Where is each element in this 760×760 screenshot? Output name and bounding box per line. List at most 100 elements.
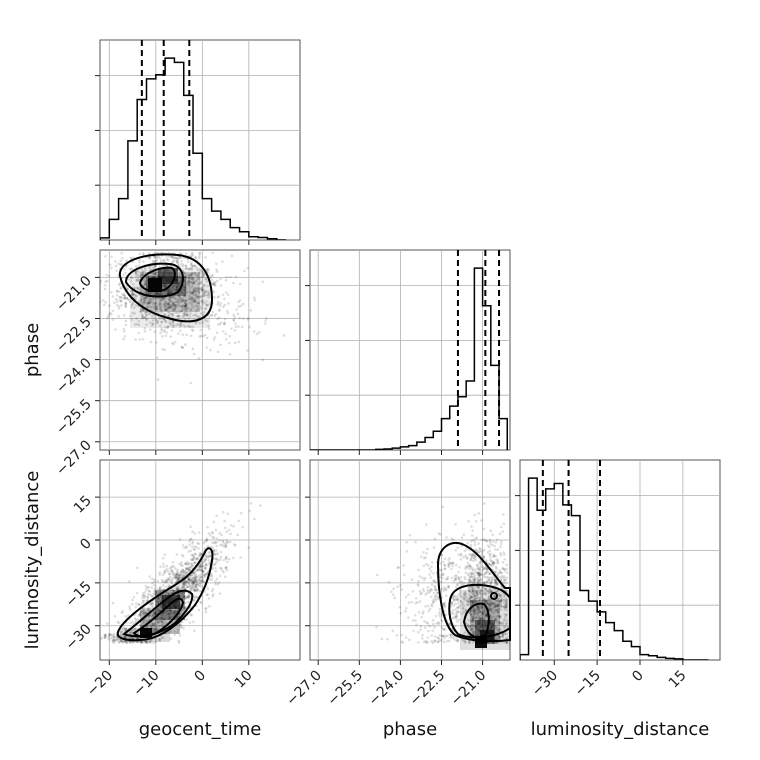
scatter-point [189,277,193,280]
scatter-point [161,284,165,287]
scatter-point [159,306,163,309]
scatter-point [453,578,457,582]
scatter-point [452,538,455,541]
scatter-point [113,638,117,642]
scatter-point [184,583,188,586]
scatter-point [197,282,200,286]
tick-label-geocent-time-x: −10 [130,668,162,700]
scatter-point [448,622,451,625]
scatter-point [459,600,462,603]
scatter-point [223,542,227,546]
scatter-point [476,579,480,583]
scatter-point [190,263,193,267]
scatter-point [150,324,154,327]
scatter-point [470,599,473,603]
scatter-point [468,628,471,631]
scatter-point [489,563,492,566]
scatter-point [192,571,196,575]
scatter-point [191,254,195,257]
scatter-point [498,594,502,598]
scatter-point [152,592,156,595]
scatter-point [505,582,508,585]
scatter-point [443,567,447,571]
scatter-point [145,276,148,279]
scatter-point [478,573,482,577]
scatter-point [205,554,208,558]
scatter-point [207,554,211,558]
scatter-point [184,587,188,591]
scatter-point [149,602,152,606]
scatter-point [474,568,477,571]
scatter-point [184,605,188,609]
scatter-point [182,582,186,585]
scatter-point [175,285,179,289]
scatter-point [404,636,408,639]
scatter-point [161,624,165,628]
scatter-point [492,594,496,597]
scatter-point [425,523,428,526]
tick-label-phase-x: −27.0 [283,668,325,710]
scatter-point [167,612,171,616]
contour-outer-geocent-distance [116,547,214,642]
scatter-point [194,573,198,577]
scatter-point [114,639,118,642]
scatter-point [456,598,459,602]
scatter-point [215,262,218,266]
scatter-point [199,334,203,338]
scatter-point [201,569,205,573]
scatter-point [218,316,221,320]
scatter-point [162,618,166,621]
scatter-point [453,595,457,598]
scatter-point [157,597,161,601]
scatter-point [470,534,474,537]
scatter-point [499,605,503,609]
scatter-point [155,321,159,325]
scatter-point [433,639,437,643]
scatter-point [183,583,187,586]
scatter-point [157,596,160,600]
scatter-point [440,638,444,642]
scatter-point [465,547,468,551]
scatter-point [252,330,256,333]
scatter-point [442,634,445,638]
scatter-point [222,510,225,514]
scatter-point [124,319,128,323]
scatter-point [450,576,454,580]
scatter-point [128,640,132,644]
scatter-point [144,611,147,614]
scatter-point [115,636,119,639]
scatter-point [186,313,189,317]
scatter-point [182,295,186,299]
scatter-point [162,610,166,614]
scatter-point [482,592,486,595]
scatter-point [161,616,165,619]
scatter-point [375,573,379,577]
scatter-point [192,287,195,291]
scatter-point [155,304,159,308]
scatter-point [468,585,472,589]
scatter-point [200,287,203,290]
scatter-point [153,273,157,277]
scatter-point [500,621,504,624]
scatter-point [188,314,192,318]
scatter-point [419,592,422,596]
scatter-point [487,578,491,581]
scatter-point [130,276,133,280]
scatter-point [176,257,179,260]
scatter-point [108,263,112,266]
scatter-point [219,558,222,561]
scatter-point [208,605,211,608]
scatter-point [455,615,458,618]
scatter-point [122,294,126,298]
scatter-point [413,614,417,617]
scatter-point [490,576,494,580]
scatter-point [198,581,202,584]
scatter-point [489,626,493,629]
scatter-point [450,567,453,571]
scatter-point [190,581,194,585]
scatter-point [475,599,478,603]
scatter-point [474,594,478,598]
scatter-point [189,537,192,541]
scatter-point [184,283,188,286]
scatter-point [500,574,504,578]
